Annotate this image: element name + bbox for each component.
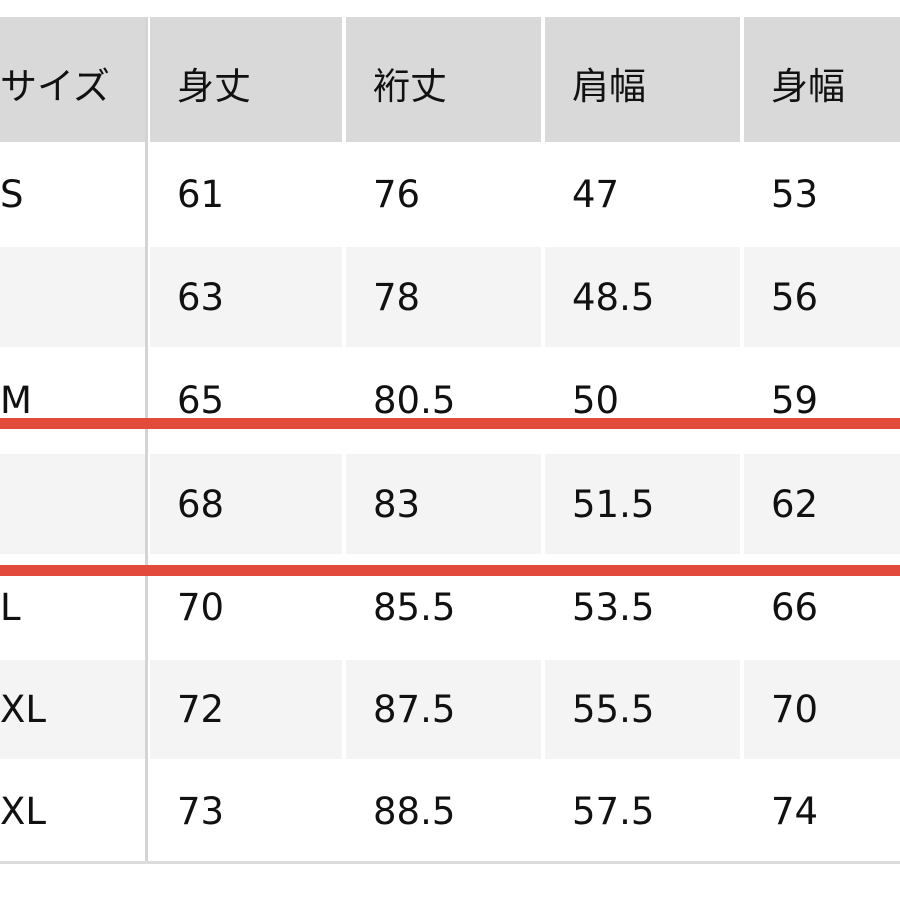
cell-size: M [0,350,145,451]
header-sleeve-length: 裄丈 [346,17,541,142]
header-shoulder-width: 肩幅 [545,17,740,142]
cell-size: XL [0,762,145,861]
cell-sleeve-length: 76 [346,144,541,244]
cell-body-length: 73 [150,762,342,861]
cell-chest-width: 56 [744,247,900,347]
cell-chest-width: 59 [744,350,900,451]
cell-shoulder-width: 48.5 [545,247,740,347]
cell-size [0,247,145,347]
cell-sleeve-length: 78 [346,247,541,347]
cell-sleeve-length: 83 [346,454,541,554]
table-bottom-border [0,861,900,864]
cell-chest-width: 74 [744,762,900,861]
cell-size [0,454,145,554]
highlight-line-top [0,418,900,429]
cell-body-length: 61 [150,144,342,244]
cell-sleeve-length: 80.5 [346,350,541,451]
cell-shoulder-width: 51.5 [545,454,740,554]
cell-size: XL [0,660,145,759]
cell-chest-width: 62 [744,454,900,554]
column-divider [145,17,148,862]
cell-sleeve-length: 87.5 [346,660,541,759]
header-body-length: 身丈 [150,17,342,142]
cell-size: S [0,144,145,244]
cell-body-length: 63 [150,247,342,347]
cell-shoulder-width: 55.5 [545,660,740,759]
cell-chest-width: 53 [744,144,900,244]
cell-sleeve-length: 88.5 [346,762,541,861]
header-chest-width: 身幅 [744,17,900,142]
cell-body-length: 72 [150,660,342,759]
cell-shoulder-width: 47 [545,144,740,244]
cell-body-length: 68 [150,454,342,554]
highlight-line-bottom [0,565,900,576]
header-size: サイズ [0,17,145,142]
cell-shoulder-width: 57.5 [545,762,740,861]
cell-chest-width: 70 [744,660,900,759]
cell-shoulder-width: 50 [545,350,740,451]
cell-body-length: 65 [150,350,342,451]
